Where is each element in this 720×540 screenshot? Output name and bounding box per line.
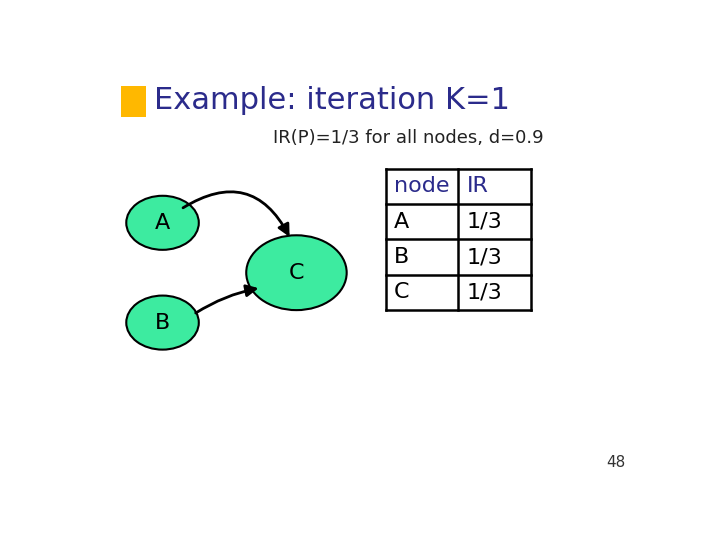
Text: IR(P)=1/3 for all nodes, d=0.9: IR(P)=1/3 for all nodes, d=0.9 [273, 129, 544, 146]
Text: Example: iteration K=1: Example: iteration K=1 [154, 86, 510, 114]
Text: 1/3: 1/3 [467, 282, 503, 302]
Circle shape [126, 295, 199, 349]
Circle shape [246, 235, 347, 310]
Text: A: A [155, 213, 170, 233]
Circle shape [126, 196, 199, 250]
Text: node: node [394, 177, 449, 197]
Text: B: B [155, 313, 170, 333]
Text: IR: IR [467, 177, 489, 197]
FancyBboxPatch shape [121, 85, 145, 117]
Text: A: A [394, 212, 410, 232]
Text: C: C [289, 262, 305, 283]
Text: B: B [394, 247, 410, 267]
Text: 48: 48 [606, 455, 626, 470]
Text: 1/3: 1/3 [467, 212, 503, 232]
Text: 1/3: 1/3 [467, 247, 503, 267]
Text: C: C [394, 282, 410, 302]
